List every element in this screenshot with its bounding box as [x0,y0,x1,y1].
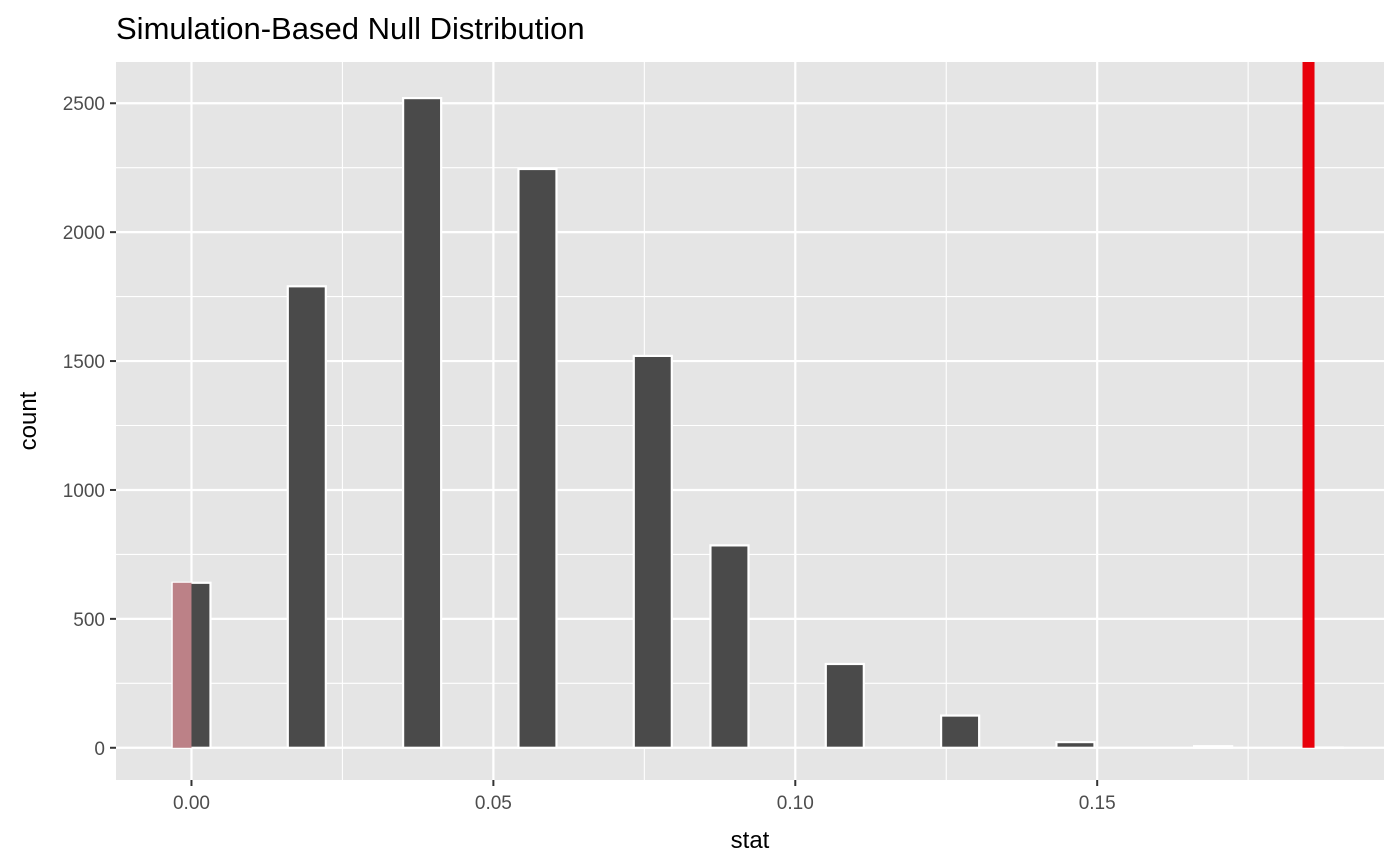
x-axis: 0.00 0.05 0.10 0.15 [173,780,1116,814]
y-tick-label: 0 [94,739,105,760]
y-axis-title: count [15,391,42,450]
x-tick-label: 0.15 [1079,793,1116,814]
histogram-bar [517,167,558,749]
histogram-bar [1055,741,1096,749]
histogram-bar [940,714,981,749]
x-axis-title: stat [731,827,770,854]
plot-panel [116,62,1384,780]
shaded-region [172,582,192,748]
y-axis: 0 500 1000 1500 2000 2500 [63,94,116,760]
chart-title: Simulation-Based Null Distribution [116,11,585,46]
y-tick-label: 2500 [63,94,105,115]
histogram-bar [1193,745,1234,749]
major-gridlines [116,62,1384,780]
histogram-bar [286,285,327,749]
x-tick-label: 0.10 [777,793,814,814]
histogram-bar [709,544,750,749]
y-tick-label: 500 [73,610,105,631]
y-tick-label: 1500 [63,352,105,373]
histogram-bars [171,96,1344,749]
minor-gridlines [116,62,1384,780]
histogram-bar [824,662,865,749]
histogram-bar [402,96,443,749]
x-tick-label: 0.00 [173,793,210,814]
y-tick-label: 1000 [63,481,105,502]
x-tick-label: 0.05 [475,793,512,814]
histogram-bar [632,354,673,749]
y-tick-label: 2000 [63,223,105,244]
overlays [172,62,1315,748]
